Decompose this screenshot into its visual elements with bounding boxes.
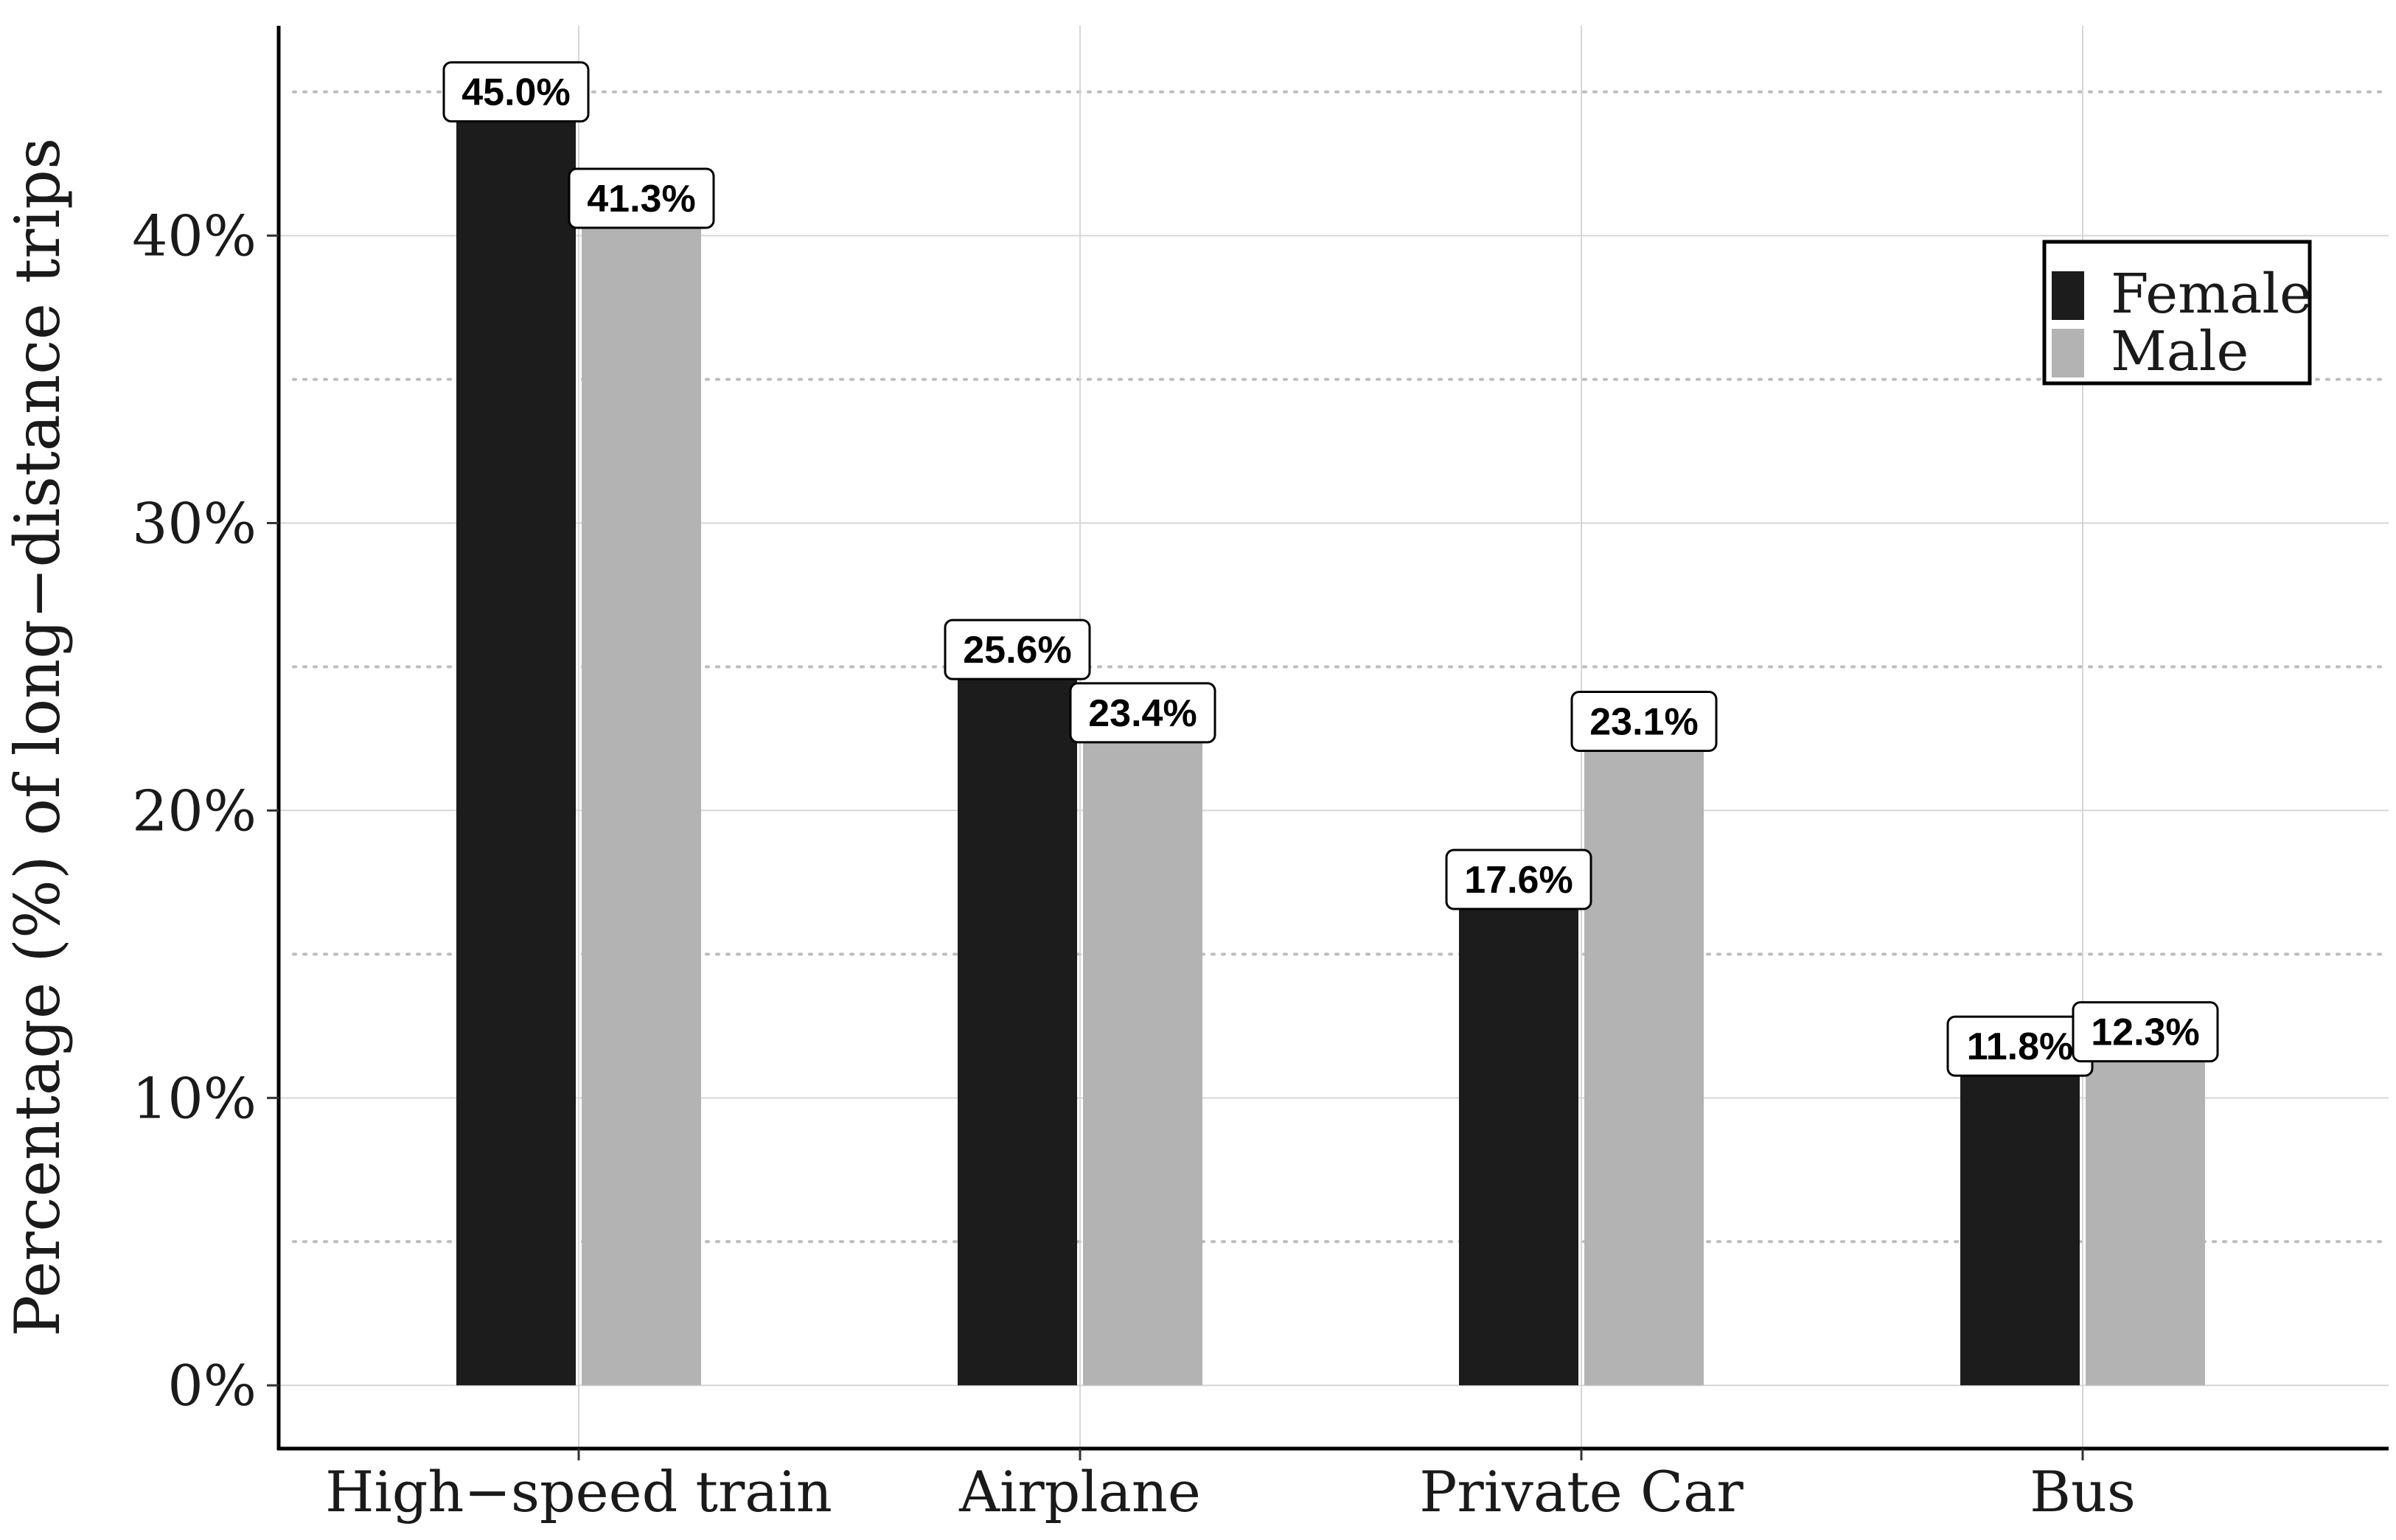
data-label-text: 17.6%	[1464, 859, 1573, 902]
data-label-box	[442, 61, 590, 123]
data-label: 41.3%	[568, 167, 715, 229]
y-tick-label: 0%	[167, 1353, 257, 1418]
bar-female	[958, 649, 1077, 1386]
bar-female	[456, 91, 576, 1386]
y-axis-title: Percentage (%) of long−distance trips	[1, 138, 74, 1337]
bar-male	[2086, 1031, 2205, 1386]
data-label-text: 45.0%	[462, 72, 570, 114]
legend-label-male: Male	[2111, 320, 2249, 383]
data-label: 45.0%	[442, 61, 590, 123]
data-label-box	[1069, 682, 1216, 744]
legend-swatch-female	[2052, 271, 2084, 320]
data-label-box	[568, 167, 715, 229]
x-tick-label: High−speed train	[325, 1459, 832, 1525]
data-labels: 45.0% 25.6% 17.6% 11.8% 41.3% 23.4% 23.1% 12.3%	[442, 61, 2219, 1077]
data-label: 23.4%	[1069, 682, 1216, 744]
bar-male	[1584, 721, 1704, 1386]
bar-male	[1083, 712, 1202, 1386]
y-tick-label: 30%	[132, 491, 257, 557]
y-tick-label: 40%	[132, 203, 257, 269]
y-tick-label: 10%	[132, 1065, 257, 1131]
data-label-text: 25.6%	[963, 629, 1071, 672]
data-label-text: 23.4%	[1088, 692, 1197, 735]
x-axis-ticks: High−speed train Airplane Private Car Bus	[325, 1449, 2136, 1525]
data-label-text: 12.3%	[2091, 1011, 2199, 1054]
data-label-box	[944, 619, 1091, 680]
y-axis-ticks: 0% 10% 20% 30% 40%	[132, 203, 279, 1418]
bar-female	[1960, 1046, 2080, 1386]
x-tick-label: Bus	[2030, 1459, 2136, 1525]
data-label-box	[1445, 849, 1592, 910]
data-label-text: 23.1%	[1589, 701, 1698, 744]
data-label-text: 41.3%	[587, 178, 695, 220]
legend-box	[2042, 240, 2312, 386]
data-label: 25.6%	[944, 619, 1091, 680]
x-tick-label: Airplane	[958, 1459, 1201, 1525]
x-tick-label: Private Car	[1419, 1459, 1744, 1525]
data-label: 23.1%	[1570, 691, 1718, 753]
legend-swatch-male	[2052, 329, 2084, 377]
bar-female	[1459, 879, 1578, 1386]
data-label-text: 11.8%	[1967, 1025, 2074, 1068]
legend-label-female: Female	[2111, 262, 2312, 326]
y-tick-label: 20%	[132, 778, 257, 843]
bar-male	[582, 198, 701, 1386]
data-label-box	[1570, 691, 1718, 753]
data-label: 12.3%	[2072, 1001, 2219, 1063]
data-label: 17.6%	[1445, 849, 1592, 910]
data-label-box	[2072, 1001, 2219, 1063]
data-label: 11.8%	[1946, 1015, 2094, 1077]
axes	[276, 26, 2389, 1451]
bars	[456, 91, 2205, 1386]
